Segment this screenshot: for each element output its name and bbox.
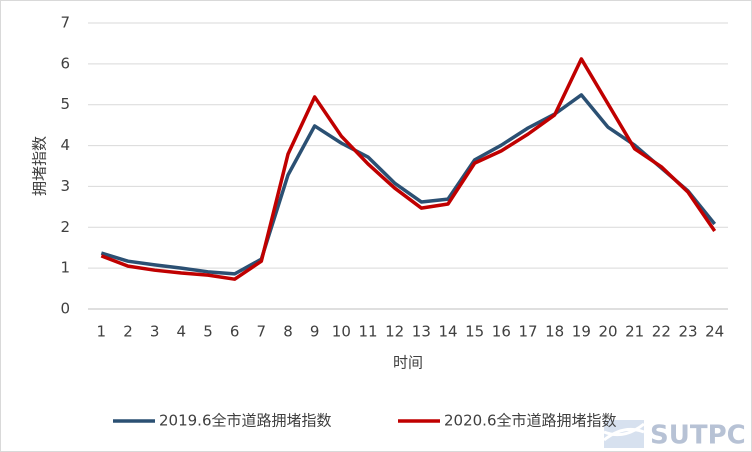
- y-tick-label: 3: [60, 177, 70, 195]
- legend-label: 2019.6全市道路拥堵指数: [159, 412, 332, 430]
- y-tick-label: 2: [60, 218, 70, 236]
- x-tick-label: 1: [97, 323, 107, 341]
- x-tick-label: 10: [332, 323, 351, 341]
- x-tick-label: 16: [492, 323, 511, 341]
- x-tick-label: 2: [123, 323, 133, 341]
- x-axis-label: 时间: [393, 354, 423, 372]
- x-tick-label: 13: [412, 323, 431, 341]
- x-tick-label: 5: [203, 323, 213, 341]
- x-tick-label: 11: [358, 323, 377, 341]
- y-tick-label: 5: [60, 95, 70, 113]
- y-axis-label: 拥堵指数: [31, 136, 49, 196]
- x-tick-label: 20: [598, 323, 617, 341]
- watermark-logo: [603, 420, 645, 448]
- x-tick-label: 8: [283, 323, 293, 341]
- y-tick-label: 1: [60, 259, 70, 277]
- legend-label: 2020.6全市道路拥堵指数: [444, 412, 617, 430]
- x-tick-label: 19: [572, 323, 591, 341]
- x-tick-label: 18: [545, 323, 564, 341]
- x-tick-label: 24: [705, 323, 724, 341]
- x-tick-label: 23: [678, 323, 697, 341]
- x-tick-label: 22: [652, 323, 671, 341]
- y-tick-label: 0: [60, 300, 70, 318]
- x-tick-label: 6: [230, 323, 240, 341]
- x-tick-label: 14: [438, 323, 457, 341]
- x-tick-label: 15: [465, 323, 484, 341]
- x-tick-label: 7: [257, 323, 267, 341]
- x-tick-label: 12: [385, 323, 404, 341]
- y-tick-label: 7: [60, 14, 70, 32]
- x-tick-label: 17: [518, 323, 537, 341]
- x-tick-label: 21: [625, 323, 644, 341]
- series-line: [100, 93, 717, 276]
- x-tick-label: 4: [177, 323, 187, 341]
- x-tick-label: 9: [310, 323, 320, 341]
- series-line: [100, 57, 717, 281]
- y-tick-label: 4: [60, 136, 70, 154]
- watermark: SUTPC: [650, 421, 746, 451]
- x-tick-label: 3: [150, 323, 160, 341]
- y-tick-label: 6: [60, 54, 70, 72]
